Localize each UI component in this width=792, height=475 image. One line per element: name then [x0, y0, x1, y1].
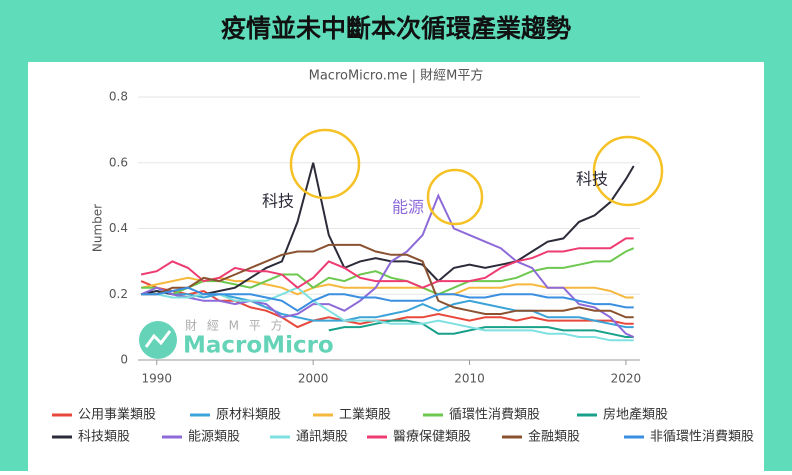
- annotation: 科技: [576, 170, 608, 189]
- series-line: [328, 319, 634, 338]
- y-tick-label: 0.4: [109, 221, 128, 235]
- series-line: [140, 193, 635, 338]
- y-tick-label: 0: [120, 353, 128, 367]
- watermark-brand: MacroMicro: [183, 333, 334, 359]
- legend-label: 房地產類股: [603, 407, 668, 423]
- series-line: [141, 247, 635, 296]
- legend-label: 工業類股: [339, 407, 391, 423]
- legend-label: 醫療保健類股: [393, 430, 471, 445]
- legend-label: 通訊類股: [296, 430, 348, 445]
- logo-icon: [144, 330, 172, 348]
- legend-label: 金融類股: [528, 429, 580, 445]
- series-line: [141, 243, 634, 319]
- legend-label: 非循環性消費類股: [650, 430, 754, 445]
- y-tick-label: 0.6: [109, 155, 128, 169]
- panel: [28, 62, 764, 471]
- highlight-circle: [426, 168, 484, 226]
- series-line: [140, 237, 634, 289]
- legend-label: 能源類股: [188, 430, 240, 445]
- series-line: [141, 286, 634, 342]
- legend-label: 循環性消費類股: [449, 408, 540, 423]
- annotation: 能源: [392, 198, 424, 217]
- highlight-circle: [592, 135, 664, 207]
- legend-label: 原材料類股: [216, 408, 281, 423]
- annotation: 科技: [262, 192, 294, 211]
- legend-label: 科技類股: [78, 430, 130, 445]
- y-axis-label: Number: [91, 204, 105, 252]
- x-tick-label: 2010: [454, 372, 485, 386]
- series-line: [141, 286, 634, 312]
- legend-label: 公用事業類股: [78, 407, 156, 423]
- highlight-circle: [289, 128, 361, 200]
- x-tick-label: 2000: [298, 372, 329, 386]
- plot: 0 0.2 0.4 0.6 0.8 1990 2000 2010 2020: [109, 90, 641, 386]
- x-tick-label: 1990: [141, 372, 172, 386]
- watermark: 財 經 M 平 方 MacroMicro: [139, 318, 334, 359]
- series-line: [140, 289, 634, 329]
- watermark-text: 財 經 M 平 方: [185, 318, 286, 333]
- y-tick-label: 0.8: [109, 90, 128, 104]
- subtitle: MacroMicro.me | 財經M平方: [309, 68, 484, 84]
- title: 疫情並未中斷本次循環產業趨勢: [221, 14, 571, 43]
- y-tick-label: 0.2: [109, 287, 128, 301]
- x-tick-label: 2020: [611, 372, 642, 386]
